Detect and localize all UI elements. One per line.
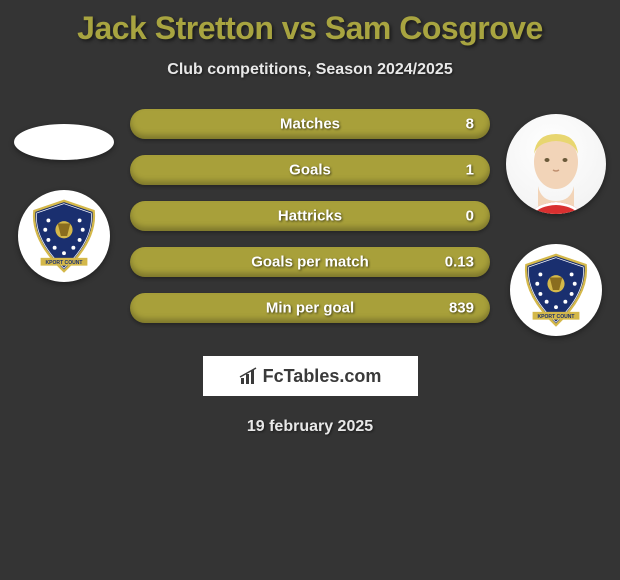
player2-avatar [506,114,606,214]
stat-value-right: 839 [449,300,474,317]
stat-value-right: 0 [466,208,474,225]
club-crest-icon: KPORT COUNT [25,197,103,275]
svg-text:KPORT COUNT: KPORT COUNT [537,314,575,320]
stats-bars: Matches 8 Goals 1 Hattricks 0 Goals per … [120,109,500,336]
content-row: KPORT COUNT Matches 8 Goals 1 Hattricks … [0,109,620,336]
stat-value-right: 8 [466,116,474,133]
stat-label: Matches [280,116,340,133]
stat-row: Goals 1 [130,155,490,185]
stat-label: Min per goal [266,300,354,317]
left-column: KPORT COUNT [8,109,120,336]
stat-row: Matches 8 [130,109,490,139]
bar-chart-icon [239,366,259,386]
right-column: KPORT COUNT [500,109,612,336]
player-face-icon [516,126,596,214]
svg-text:KPORT COUNT: KPORT COUNT [45,260,83,266]
player2-club-crest: KPORT COUNT [510,244,602,336]
stat-value-right: 0.13 [445,254,474,271]
stat-row: Min per goal 839 [130,293,490,323]
comparison-title: Jack Stretton vs Sam Cosgrove [0,0,620,47]
date-text: 19 february 2025 [0,418,620,436]
stat-label: Goals [289,162,331,179]
stat-value-right: 1 [466,162,474,179]
stat-label: Hattricks [278,208,342,225]
club-crest-icon: KPORT COUNT [517,251,595,329]
player1-club-crest: KPORT COUNT [18,190,110,282]
fctables-logo: FcTables.com [203,356,418,396]
logo-text: FcTables.com [263,366,382,387]
stat-row: Hattricks 0 [130,201,490,231]
stat-label: Goals per match [251,254,369,271]
player1-avatar [14,124,114,160]
subtitle: Club competitions, Season 2024/2025 [0,61,620,79]
stat-row: Goals per match 0.13 [130,247,490,277]
